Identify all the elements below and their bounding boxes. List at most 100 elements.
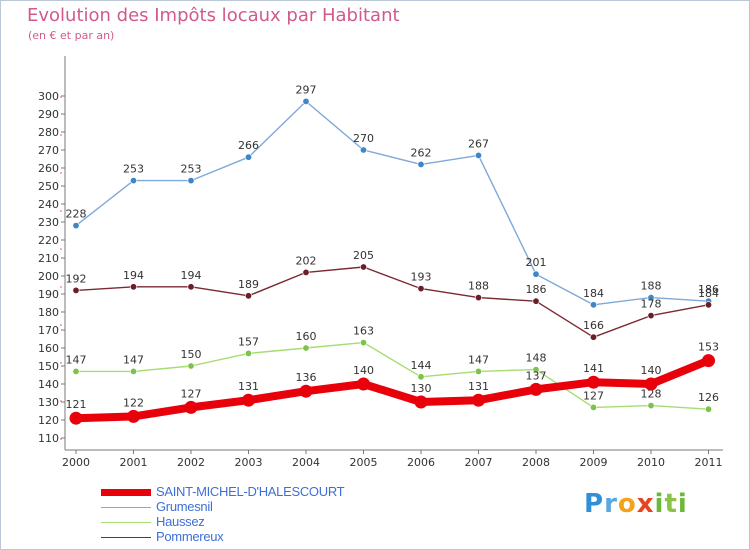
data-label: 194 xyxy=(181,269,202,282)
data-label: 297 xyxy=(296,83,317,96)
y-tick-label: 140 xyxy=(38,378,59,391)
x-tick-label: 2011 xyxy=(695,456,723,469)
data-point xyxy=(417,160,425,168)
legend-label-saint-michel: SAINT-MICHEL-D'HALESCOURT xyxy=(156,484,345,499)
y-tick-label: 240 xyxy=(38,198,59,211)
data-label: 253 xyxy=(123,163,144,176)
legend-swatch-pommereux xyxy=(101,537,151,538)
data-label: 131 xyxy=(468,380,489,393)
data-label: 201 xyxy=(526,256,547,269)
x-tick-label: 2004 xyxy=(292,456,320,469)
data-label: 194 xyxy=(123,269,144,282)
data-point xyxy=(532,270,540,278)
series-line-0 xyxy=(72,356,713,423)
data-point xyxy=(127,409,140,423)
proxiti-logo: Proxiti xyxy=(584,489,688,519)
data-label: 262 xyxy=(411,146,432,159)
data-label: 186 xyxy=(526,283,547,296)
data-point xyxy=(69,411,83,425)
data-point xyxy=(72,367,80,375)
legend-label-pommereux: Pommereux xyxy=(156,529,224,544)
data-label: 153 xyxy=(698,341,719,354)
y-tick-label: 270 xyxy=(38,144,59,157)
data-label: 184 xyxy=(698,287,719,300)
data-point xyxy=(647,312,655,320)
data-point xyxy=(359,263,367,271)
data-label: 140 xyxy=(353,364,374,377)
x-tick-label: 2000 xyxy=(62,456,90,469)
x-tick-label: 2003 xyxy=(235,456,263,469)
y-tick-label: 180 xyxy=(38,306,59,319)
legend-swatch-saint-michel xyxy=(101,489,151,496)
data-point xyxy=(245,292,253,300)
y-tick-label: 150 xyxy=(38,360,59,373)
data-point xyxy=(302,97,310,105)
data-label: 253 xyxy=(181,163,202,176)
data-label: 205 xyxy=(353,249,374,262)
data-label: 267 xyxy=(468,137,489,150)
data-point xyxy=(245,349,253,357)
data-label: 127 xyxy=(583,389,604,402)
data-label: 121 xyxy=(66,398,87,411)
data-point xyxy=(130,367,138,375)
data-label: 128 xyxy=(641,388,662,401)
data-point xyxy=(589,333,597,341)
data-point xyxy=(72,286,80,294)
data-label: 136 xyxy=(296,371,317,384)
data-point xyxy=(589,403,597,411)
data-point xyxy=(242,393,255,407)
data-point xyxy=(474,367,482,375)
data-label: 150 xyxy=(181,348,202,361)
y-tick-label: 300 xyxy=(38,90,59,103)
data-label: 126 xyxy=(698,391,719,404)
x-tick-label: 2001 xyxy=(120,456,148,469)
y-tick-label: 290 xyxy=(38,108,59,121)
data-label: 188 xyxy=(468,280,489,293)
y-tick-label: 160 xyxy=(38,342,59,355)
data-point xyxy=(187,283,195,291)
data-point xyxy=(417,373,425,381)
data-label: 163 xyxy=(353,325,374,338)
data-label: 144 xyxy=(411,359,432,372)
data-point xyxy=(474,151,482,159)
data-label: 266 xyxy=(238,139,259,152)
data-label: 130 xyxy=(411,382,432,395)
y-tick-label: 130 xyxy=(38,396,59,409)
legend-label-haussez: Haussez xyxy=(156,514,205,529)
y-tick-label: 260 xyxy=(38,162,59,175)
y-tick-label: 250 xyxy=(38,180,59,193)
data-point xyxy=(130,177,138,185)
data-label: 140 xyxy=(641,364,662,377)
series-line-3 xyxy=(75,266,710,338)
data-point xyxy=(529,382,543,396)
data-point xyxy=(130,283,138,291)
data-label: 192 xyxy=(66,272,87,285)
data-label: 188 xyxy=(641,280,662,293)
y-tick-label: 280 xyxy=(38,126,59,139)
y-tick-label: 200 xyxy=(38,270,59,283)
data-point xyxy=(357,377,370,391)
data-label: 193 xyxy=(411,271,432,284)
y-tick-label: 220 xyxy=(38,234,59,247)
data-point xyxy=(702,354,715,368)
data-point xyxy=(472,393,485,407)
data-label: 186 xyxy=(698,283,719,296)
data-point xyxy=(704,301,712,309)
x-tick-label: 2005 xyxy=(350,456,378,469)
data-label: 147 xyxy=(123,353,144,366)
x-tick-label: 2008 xyxy=(522,456,550,469)
data-label: 228 xyxy=(66,208,87,221)
x-tick-label: 2009 xyxy=(580,456,608,469)
data-point xyxy=(417,285,425,293)
data-point xyxy=(299,384,313,398)
y-tick-label: 110 xyxy=(38,432,59,445)
x-tick-label: 2007 xyxy=(465,456,493,469)
data-point xyxy=(532,366,540,374)
data-point xyxy=(647,402,655,410)
data-label: 184 xyxy=(583,287,604,300)
data-point xyxy=(245,153,253,161)
data-label: 131 xyxy=(238,380,259,393)
data-point xyxy=(184,400,198,414)
series-line-2 xyxy=(75,341,710,410)
